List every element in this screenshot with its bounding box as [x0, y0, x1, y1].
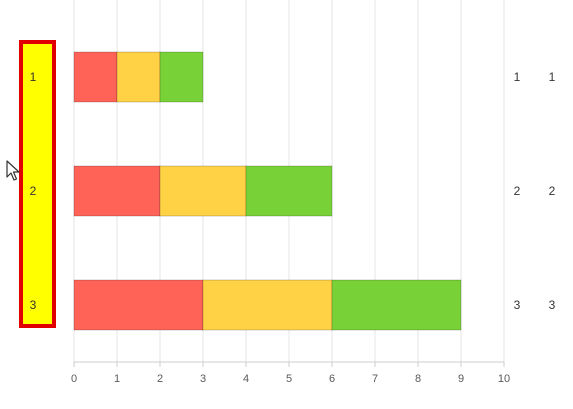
bar-segment — [159, 51, 204, 103]
right-label: 2 — [514, 184, 521, 198]
x-tick-label: 10 — [498, 373, 510, 385]
x-tick-label: 8 — [415, 373, 421, 385]
right-label: 1 — [549, 70, 556, 84]
x-tick-label: 9 — [458, 373, 464, 385]
right-label: 1 — [514, 70, 521, 84]
x-tick-label: 0 — [71, 373, 77, 385]
bar-segment — [159, 165, 247, 217]
right-label: 3 — [549, 298, 556, 312]
category-label: 1 — [30, 70, 37, 84]
category-axis-highlight — [19, 40, 56, 328]
x-tick-label: 4 — [243, 373, 249, 385]
bar-segment — [245, 165, 333, 217]
x-tick-label: 1 — [114, 373, 120, 385]
x-tick-label: 7 — [372, 373, 378, 385]
category-label: 2 — [30, 184, 37, 198]
bar-segment — [116, 51, 161, 103]
right-label: 3 — [514, 298, 521, 312]
bar-segment — [73, 51, 118, 103]
x-tick-label: 5 — [286, 373, 292, 385]
x-tick-label: 2 — [157, 373, 163, 385]
mouse-pointer-icon — [6, 160, 20, 181]
bar-segment — [73, 165, 161, 217]
x-tick-label: 3 — [200, 373, 206, 385]
highlight-layer — [19, 40, 56, 328]
labels-layer: 0 1 2 3 4 5 6 7 8 9 101 1 12 2 23 3 3 — [30, 70, 556, 385]
bars-layer — [73, 51, 462, 331]
right-label: 2 — [549, 184, 556, 198]
bar-segment — [73, 279, 204, 331]
bar-segment — [202, 279, 333, 331]
x-tick-label: 6 — [329, 373, 335, 385]
bar-segment — [331, 279, 462, 331]
category-label: 3 — [30, 298, 37, 312]
